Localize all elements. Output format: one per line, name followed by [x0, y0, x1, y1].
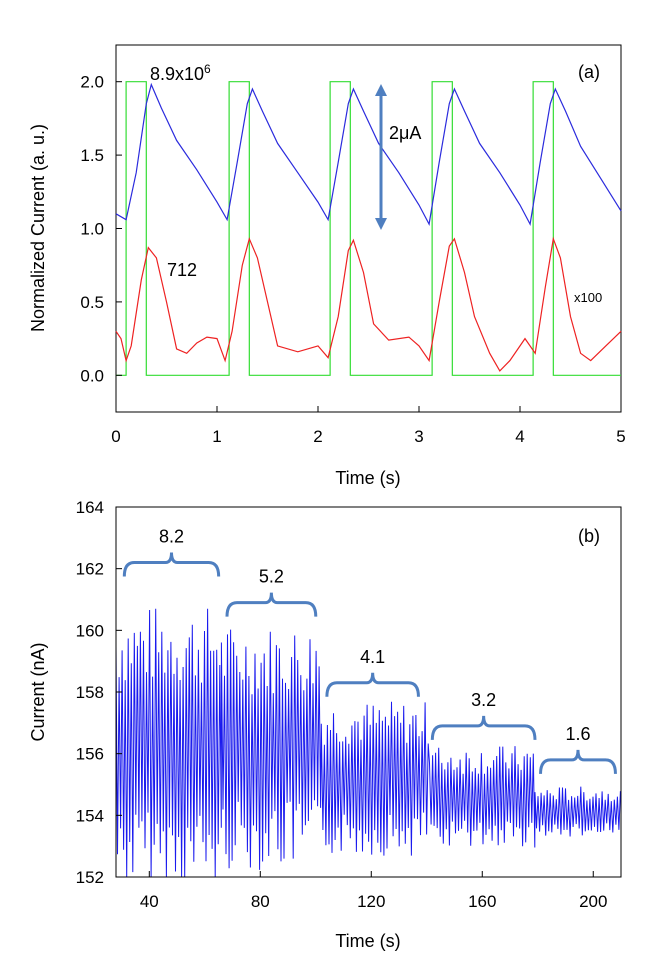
y-tick-label: 1.0 — [80, 220, 104, 239]
bracket — [122, 552, 221, 577]
x-tick-label: 1 — [212, 427, 221, 446]
annotation-scale-bar: 2μA — [389, 123, 421, 143]
bracket-label: 4.1 — [360, 647, 385, 667]
bracket-label: 5.2 — [259, 567, 284, 587]
panel-a-label: (a) — [578, 62, 600, 82]
panel-a-x-axis-title: Time (s) — [335, 468, 400, 488]
y-tick-label: 158 — [76, 683, 104, 702]
bracket — [539, 749, 617, 774]
bracket-label: 3.2 — [471, 690, 496, 710]
x-tick-label: 5 — [616, 427, 625, 446]
series-line-current — [115, 608, 621, 878]
panel-b-x-axis-title: Time (s) — [335, 931, 400, 951]
bracket-label: 1.6 — [565, 724, 590, 744]
y-tick-label: 154 — [76, 806, 104, 825]
y-tick-label: 0.5 — [80, 293, 104, 312]
y-tick-label: 0.0 — [80, 366, 104, 385]
y-tick-label: 162 — [76, 560, 104, 579]
x-tick-label: 3 — [414, 427, 423, 446]
x-tick-label: 0 — [111, 427, 120, 446]
bracket-label: 8.2 — [159, 527, 184, 547]
y-tick-label: 160 — [76, 621, 104, 640]
bracket — [225, 592, 318, 617]
x-tick-label: 80 — [251, 892, 270, 911]
y-tick-label: 2.0 — [80, 73, 104, 92]
panel-a: 0 1 2 3 4 5 0.0 0.5 1.0 1.5 2.0 8.9x106 712 2μA x1… — [28, 44, 626, 488]
x-tick-label: 2 — [313, 427, 322, 446]
x-tick-label: 4 — [515, 427, 524, 446]
pulse-line — [116, 81, 621, 376]
x-tick-label: 40 — [140, 892, 159, 911]
series-line-red — [115, 236, 622, 372]
panel-b: 40 80 120 160 200 152 154 156 158 160 162 164 8.2 5.… — [28, 498, 622, 951]
x-tick-label: 120 — [357, 892, 385, 911]
panel-a-y-axis-title: Normalized Current (a. u.) — [28, 124, 48, 332]
y-tick-label: 152 — [76, 868, 104, 887]
annotation-bottom-value: 712 — [167, 260, 197, 280]
panel-a-ticks: 0 1 2 3 4 5 0.0 0.5 1.0 1.5 2.0 — [80, 73, 625, 446]
panel-a-frame — [115, 44, 622, 413]
light-pulse-series — [116, 81, 621, 376]
panel-b-ticks: 40 80 120 160 200 152 154 156 158 160 162 164 — [76, 498, 608, 911]
x-tick-label: 200 — [579, 892, 607, 911]
bracket — [325, 672, 420, 697]
series-line-blue — [115, 82, 622, 226]
bracket — [430, 715, 537, 740]
scale-bar-arrow — [375, 84, 387, 230]
x-tick-label: 160 — [468, 892, 496, 911]
panel-b-y-axis-title: Current (nA) — [28, 642, 48, 741]
panel-b-label: (b) — [578, 526, 600, 546]
annotation-top-value: 8.9x106 — [150, 62, 211, 84]
y-tick-label: 1.5 — [80, 146, 104, 165]
annotation-multiplier: x100 — [574, 290, 602, 305]
y-tick-label: 164 — [76, 498, 104, 517]
y-tick-label: 156 — [76, 745, 104, 764]
